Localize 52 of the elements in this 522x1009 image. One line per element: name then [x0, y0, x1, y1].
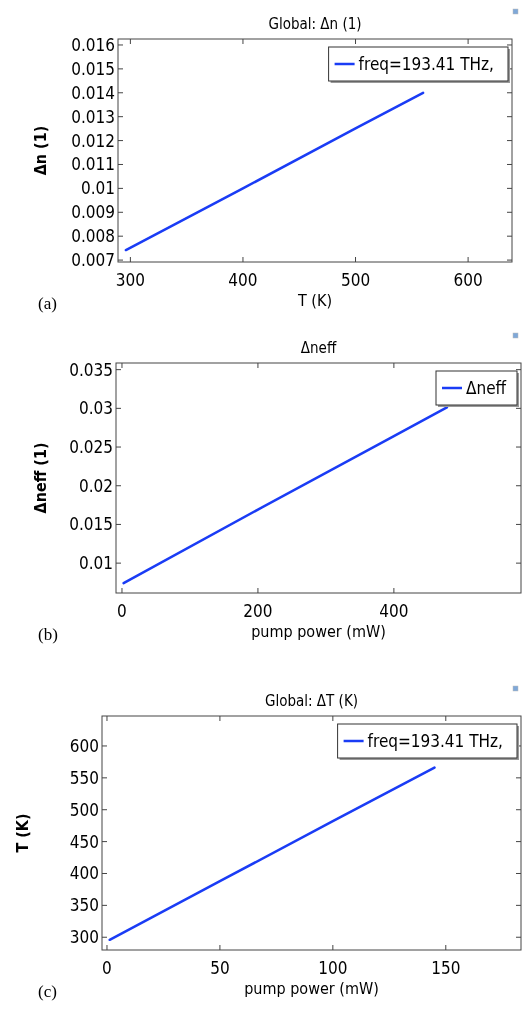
y-axis-title: Δneff (1) [31, 442, 50, 514]
chart-title: Δneff [300, 339, 337, 357]
y-tick-label: 0.02 [78, 475, 113, 496]
y-tick-label: 0.016 [71, 34, 115, 55]
y-axis-title: T (K) [13, 813, 32, 853]
x-tick-label: 300 [115, 270, 145, 290]
y-tick-label: 0.007 [71, 250, 115, 271]
y-axis-title: Δn (1) [31, 125, 50, 176]
y-tick-label: 0.015 [69, 514, 113, 535]
y-tick-label: 500 [69, 799, 99, 820]
x-tick-label: 0 [102, 958, 112, 978]
y-tick-label: 0.025 [69, 437, 113, 458]
line-series [108, 766, 436, 942]
y-tick-label: 0.03 [78, 398, 113, 419]
y-tick-label: 0.014 [71, 82, 115, 103]
y-tick-label: 0.013 [71, 106, 115, 127]
y-tick-label: 0.008 [71, 226, 115, 247]
x-axis-title: T (K) [296, 291, 333, 310]
y-tick-label: 0.009 [71, 202, 115, 223]
y-tick-label: 0.012 [71, 130, 115, 151]
y-tick-label: 0.01 [78, 553, 113, 574]
legend-label: freq=193.41 THz, [367, 731, 503, 751]
text: (a) [38, 294, 57, 313]
y-tick-label: 600 [69, 735, 99, 756]
x-tick-label: 600 [453, 270, 483, 290]
legend-label: Δneff [466, 378, 507, 398]
x-axis-title: pump power (mW) [244, 979, 379, 998]
chart-title: Global: Δn (1) [268, 15, 362, 33]
x-axis-title: pump power (mW) [251, 622, 386, 641]
legend-label: freq=193.41 THz, [358, 54, 494, 74]
x-tick-label: 100 [318, 958, 348, 978]
x-tick-label: 200 [243, 601, 273, 621]
x-tick-label: 150 [431, 958, 461, 978]
text: (b) [38, 625, 58, 644]
y-tick-label: 0.01 [80, 178, 115, 199]
y-tick-label: 550 [69, 767, 99, 788]
line-series [124, 91, 425, 252]
x-tick-label: 0 [117, 601, 127, 621]
y-tick-label: 0.011 [71, 154, 115, 175]
y-tick-label: 350 [69, 895, 99, 916]
chart-title: Global: ΔT (K) [264, 692, 359, 710]
y-tick-label: 0.035 [69, 359, 113, 380]
x-tick-label: 400 [379, 601, 409, 621]
y-tick-label: 450 [69, 831, 99, 852]
x-tick-label: 400 [228, 270, 258, 290]
text: (c) [38, 982, 57, 1001]
y-tick-label: 400 [69, 863, 99, 884]
line-series [122, 406, 449, 585]
y-tick-label: 0.015 [71, 58, 115, 79]
y-tick-label: 300 [69, 927, 99, 948]
x-tick-label: 50 [210, 958, 230, 978]
x-tick-label: 500 [340, 270, 371, 290]
